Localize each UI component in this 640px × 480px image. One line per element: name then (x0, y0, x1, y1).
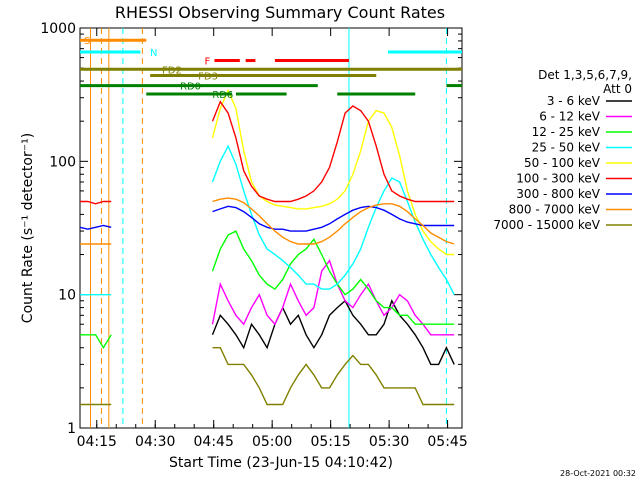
x-tick-label: 04:15 (77, 434, 117, 450)
x-tick-label: 05:15 (310, 434, 350, 450)
series-line-6 (79, 224, 112, 230)
series-line-5 (80, 200, 112, 205)
x-tick-label: 04:45 (194, 434, 234, 450)
y-tick-label: 1 (67, 421, 76, 437)
x-tick-label: 05:45 (427, 434, 467, 450)
legend-header-line1: Det 1,3,5,6,7,9, (538, 68, 632, 82)
series-line-4 (211, 88, 455, 256)
legend-label: 100 - 300 keV (516, 172, 600, 186)
legend-label: 25 - 50 keV (532, 141, 601, 155)
series-line-6 (212, 205, 455, 232)
flag-bar-label: FD2 (162, 65, 182, 76)
series-line-5 (211, 100, 455, 203)
flag-bar-label: S (84, 36, 90, 47)
x-tick-label: 05:00 (252, 434, 292, 450)
series-line-1 (211, 259, 455, 336)
series-line-0 (211, 299, 455, 366)
flag-bar-label: FD3 (198, 72, 218, 83)
y-tick-label: 100 (49, 154, 76, 170)
x-tick-label: 05:30 (369, 434, 409, 450)
legend-label: 50 - 100 keV (524, 156, 601, 170)
flag-bar-label: N (150, 48, 157, 59)
legend-header-line2: Att 0 (603, 82, 632, 96)
y-tick-label: 10 (58, 288, 76, 304)
legend-label: 7000 - 15000 keV (493, 218, 600, 232)
series-line-2 (211, 230, 455, 325)
y-axis-label: Count Rate (s⁻¹ detector⁻¹) (20, 133, 36, 323)
legend-label: 6 - 12 keV (539, 110, 601, 124)
chart-title: RHESSI Observing Summary Count Rates (115, 3, 445, 22)
series-line-2 (80, 334, 112, 350)
x-tick-label: 04:30 (135, 434, 175, 450)
legend-label: 3 - 6 keV (547, 94, 601, 108)
series-line-7 (212, 197, 455, 245)
legend-label: 300 - 800 keV (516, 187, 600, 201)
flag-bar-label: F (204, 57, 210, 68)
y-tick-label: 1000 (40, 21, 76, 37)
flag-bar-label: RD6 (212, 90, 233, 101)
x-axis-label: Start Time (23-Jun-15 04:10:42) (169, 455, 393, 471)
series-line-8 (212, 347, 455, 406)
flag-bar-label: RD0 (180, 82, 201, 93)
footer-timestamp: 28-Oct-2021 00:32 (560, 469, 636, 478)
legend-label: 800 - 7000 keV (509, 203, 601, 217)
legend-label: 12 - 25 keV (532, 125, 601, 139)
